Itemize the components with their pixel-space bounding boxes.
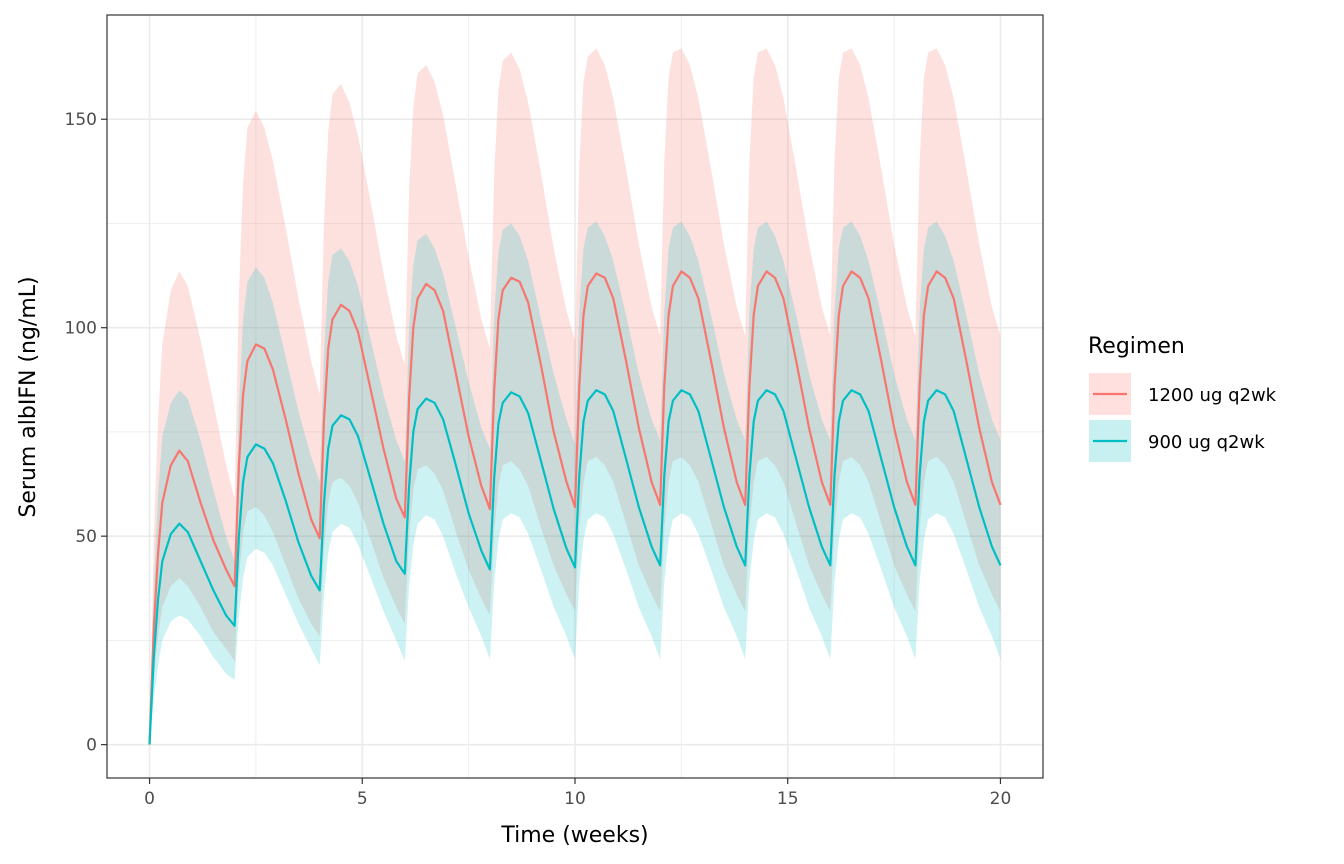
major-gridlines xyxy=(107,15,1043,778)
median-lines xyxy=(148,270,1002,745)
legend: Regimen 1200 ug q2wk 900 ug q2wk xyxy=(1088,334,1277,462)
band-1200 xyxy=(149,48,1001,745)
median-line-900 xyxy=(148,389,1002,745)
legend-item-1200: 1200 ug q2wk xyxy=(1089,373,1277,415)
x-tick-label: 5 xyxy=(357,789,368,809)
y-axis-ticks: 0 50 100 150 xyxy=(65,110,107,756)
legend-item-900: 900 ug q2wk xyxy=(1089,420,1265,462)
x-tick-label: 20 xyxy=(990,789,1012,809)
y-tick-label: 0 xyxy=(86,736,97,756)
x-tick-label: 15 xyxy=(777,789,799,809)
y-tick-label: 100 xyxy=(65,319,97,339)
x-tick-label: 10 xyxy=(564,789,586,809)
x-axis-title: Time (weeks) xyxy=(500,823,648,848)
legend-label-900: 900 ug q2wk xyxy=(1148,432,1265,453)
y-tick-label: 150 xyxy=(65,110,97,130)
x-axis-ticks: 0 5 10 15 20 xyxy=(144,778,1011,809)
y-axis-title: Serum albIFN (ng/mL) xyxy=(16,276,41,517)
x-tick-label: 0 xyxy=(144,789,155,809)
legend-label-1200: 1200 ug q2wk xyxy=(1148,385,1277,406)
median-line-1200 xyxy=(148,270,1002,745)
legend-title: Regimen xyxy=(1088,334,1185,359)
y-tick-label: 50 xyxy=(75,527,97,547)
